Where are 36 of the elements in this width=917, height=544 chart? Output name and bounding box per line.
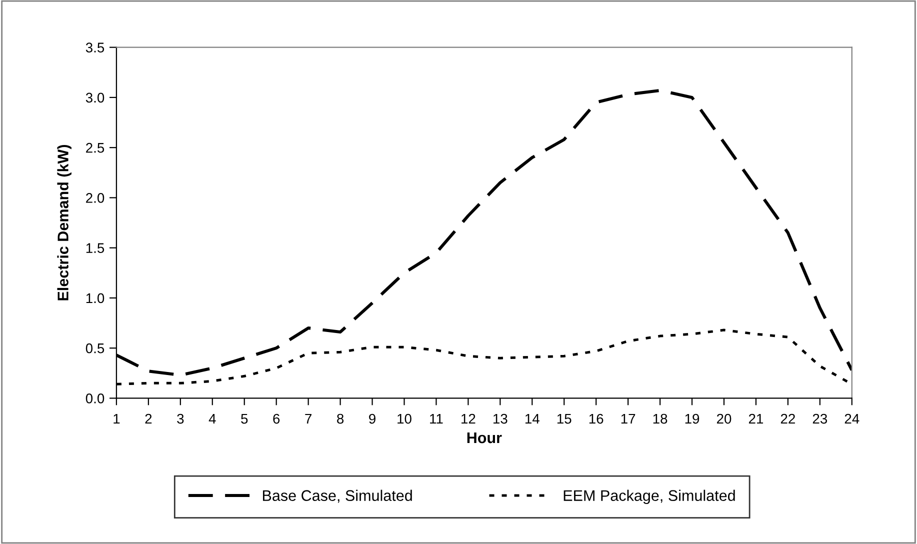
x-tick-label: 14	[525, 414, 540, 424]
x-tick-label: 18	[653, 414, 668, 424]
y-tick-label: 0.0	[86, 394, 104, 404]
x-tick-label: 9	[369, 414, 376, 424]
x-tick-label: 17	[621, 414, 636, 424]
x-tick-label: 7	[305, 414, 312, 424]
x-tick-label: 10	[398, 414, 412, 424]
y-tick-label: 3.0	[86, 92, 104, 103]
x-tick-label: 16	[589, 414, 604, 424]
y-tick-label: 2.5	[86, 142, 104, 153]
x-tick-label: 3	[177, 414, 184, 424]
y-tick-label: 0.5	[86, 343, 104, 354]
x-tick-label: 12	[462, 414, 476, 424]
y-tick-label: 2.0	[86, 193, 104, 203]
x-tick-label: 4	[208, 414, 216, 424]
x-tick-label: 19	[685, 414, 700, 424]
y-axis-title: Electric Demand (kW)	[57, 144, 72, 300]
x-tick-label: 15	[557, 414, 572, 424]
legend-label: EEM Package, Simulated	[564, 490, 735, 504]
y-tick-label: 3.5	[86, 42, 104, 52]
x-tick-label: 5	[241, 414, 248, 424]
x-tick-label: 13	[494, 414, 508, 424]
x-tick-label: 11	[430, 414, 443, 424]
x-tick-label: 6	[273, 414, 280, 424]
y-tick-label: 1.0	[86, 293, 104, 304]
legend-label: Base Case, Simulated	[262, 490, 412, 503]
x-tick-label: 8	[337, 414, 344, 424]
x-tick-label: 24	[844, 414, 860, 424]
x-tick-label: 22	[780, 414, 795, 424]
x-axis-title: Hour	[467, 432, 502, 444]
x-tick-label: 20	[716, 414, 732, 424]
x-tick-label: 2	[145, 414, 152, 424]
x-tick-label: 1	[114, 414, 120, 424]
x-tick-label: 21	[748, 414, 764, 424]
y-tick-label: 1.5	[86, 243, 104, 253]
x-tick-label: 23	[812, 414, 828, 424]
